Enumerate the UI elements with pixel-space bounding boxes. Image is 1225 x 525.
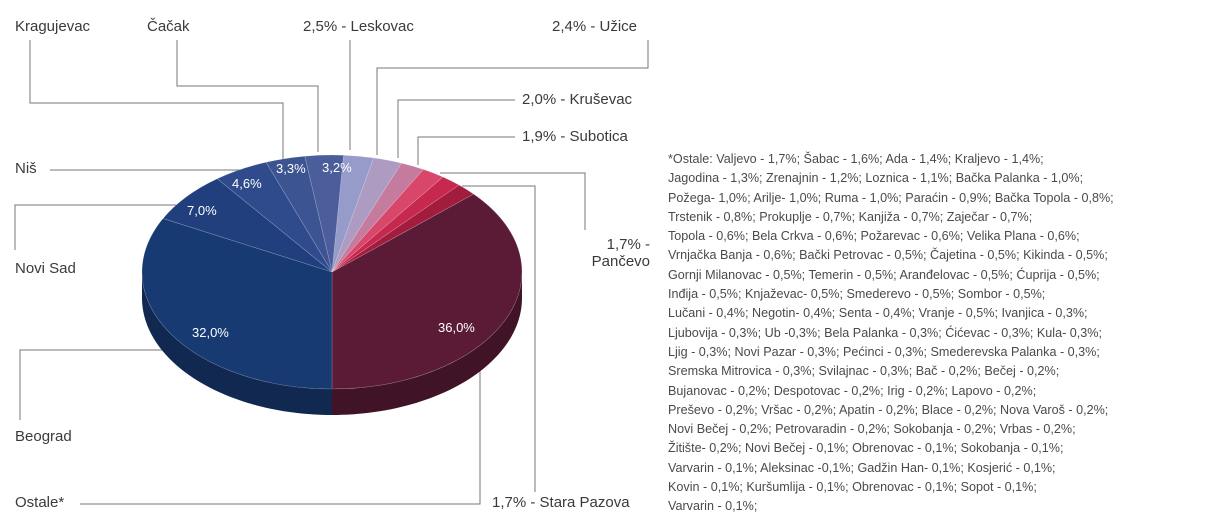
pie-slice (331, 176, 460, 273)
value-label: 3,3% (276, 161, 306, 176)
pie-slice (141, 218, 333, 390)
pie-slice (265, 155, 333, 273)
note-line: Kovin - 0,1%; Kuršumlija - 0,1%; Obrenov… (668, 480, 1037, 495)
slice-label: 2,0% - Kruševac (522, 91, 633, 108)
slice-label: 1,7% - Stara Pazova (492, 494, 630, 511)
note-line: Varvarin - 0,1%; (668, 499, 758, 514)
note-line: Požega- 1,0%; Arilje- 1,0%; Ruma - 1,0%;… (668, 190, 1114, 205)
slice-label: 2,4% - Užice (552, 18, 638, 35)
pie-slice (162, 178, 333, 273)
value-label: 36,0% (438, 320, 475, 335)
value-label: 4,6% (232, 176, 262, 191)
value-label: 7,0% (187, 203, 217, 218)
note-line: Novi Bečej - 0,2%; Petrovaradin - 0,2%; … (668, 422, 1076, 437)
pie-slice (331, 193, 523, 390)
value-label: 3,2% (322, 160, 352, 175)
pie-slice (331, 169, 444, 273)
slice-label: Čačak (147, 18, 190, 35)
slice-label: 1,7% - Pančevo (591, 236, 650, 270)
note-line: Sremska Mitrovica - 0,3%; Svilajnac - 0,… (668, 364, 1060, 379)
note: *Ostale: Valjevo - 1,7%; Šabac - 1,6%; A… (668, 150, 1114, 517)
slice-label: Niš (15, 160, 37, 177)
note-line: Jagodina - 1,3%; Zrenajnin - 1,2%; Lozni… (668, 171, 1084, 186)
leader-line (376, 40, 649, 155)
note-line: Gornji Milanovac - 0,5%; Temerin - 0,5%;… (668, 267, 1100, 282)
leader-line (397, 99, 515, 158)
pie-side (332, 274, 522, 415)
value-label: 32,0% (192, 325, 229, 340)
leader-line (440, 172, 586, 230)
leader-line (29, 40, 284, 160)
slice-label: Kragujevac (15, 18, 91, 35)
note-line: Bujanovac - 0,2%; Despotovac - 0,2%; Iri… (668, 383, 1037, 398)
slice-label: Ostale* (15, 494, 65, 511)
leader-line (462, 185, 536, 492)
leader-line (80, 370, 481, 505)
slice-label: Beograd (15, 428, 72, 445)
slice-label: 2,5% - Leskovac (303, 18, 414, 35)
note-line: Topola - 0,6%; Bela Crkva - 0,6%; Požare… (668, 229, 1080, 244)
leader-line (417, 136, 515, 165)
pie-slice (331, 162, 424, 273)
pie-slice (331, 184, 475, 273)
slice-label: Novi Sad (15, 260, 76, 277)
note-line: Žitište- 0,2%; Novi Bečej - 0,1%; Obreno… (668, 441, 1064, 456)
note-line: Preševo - 0,2%; Vršac - 0,2%; Apatin - 0… (668, 402, 1109, 417)
pie-slice (304, 154, 344, 273)
pie-side (142, 273, 332, 415)
slice-label: 1,9% - Subotica (522, 128, 628, 145)
note-line: Vrnjačka Banja - 0,6%; Bački Petrovac - … (668, 248, 1108, 263)
note-line: Ljubovija - 0,3%; Ub -0,3%; Bela Palanka… (668, 325, 1102, 340)
leader-line (19, 349, 190, 420)
note-line: Trstenik - 0,8%; Prokuplje - 0,7%; Kanji… (668, 209, 1033, 224)
pie-slice (216, 161, 333, 273)
pie-slice (331, 157, 402, 273)
note-line: Inđija - 0,5%; Knjaževac- 0,5%; Smederev… (668, 287, 1046, 302)
note-line: Ljig - 0,3%; Novi Pazar - 0,3%; Pećinci … (668, 344, 1100, 359)
pie-slice (331, 154, 374, 273)
leader-line (14, 204, 190, 250)
note-line: Lučani - 0,4%; Negotin- 0,4%; Senta - 0,… (668, 306, 1088, 321)
note-line: Varvarin - 0,1%; Aleksinac -0,1%; Gadžin… (668, 460, 1056, 475)
note-line: *Ostale: Valjevo - 1,7%; Šabac - 1,6%; A… (668, 152, 1044, 166)
leader-line (176, 40, 319, 152)
